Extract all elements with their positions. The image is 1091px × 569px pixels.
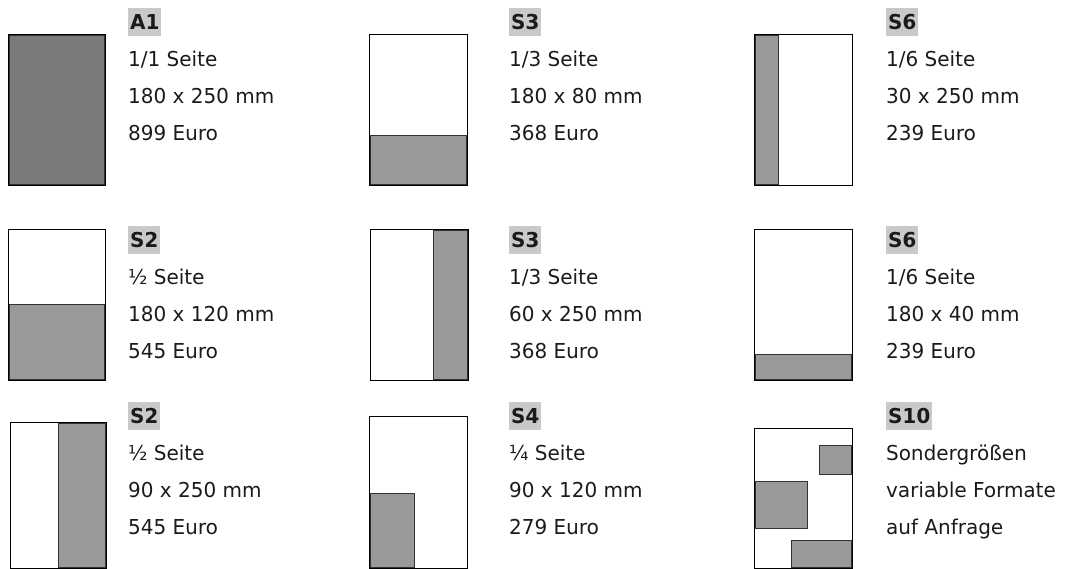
format-price: 279 Euro	[509, 515, 599, 539]
format-code: S6	[886, 226, 919, 254]
format-code: S3	[509, 8, 542, 36]
format-dimensions: 180 x 250 mm	[128, 84, 275, 108]
format-dimensions: 90 x 120 mm	[509, 478, 643, 502]
format-thumbnail-s6-vertical	[754, 34, 853, 186]
format-size: 1/1 Seite	[128, 47, 218, 71]
format-info-s10: S10 Sondergrößen variable Formate auf An…	[886, 398, 1056, 546]
format-price: 368 Euro	[509, 121, 599, 145]
ad-area	[370, 135, 467, 185]
format-price: auf Anfrage	[886, 515, 1004, 539]
format-dimensions: 30 x 250 mm	[886, 84, 1020, 108]
format-code: S10	[886, 402, 933, 430]
format-thumbnail-s2-horizontal	[8, 229, 106, 381]
format-dimensions: variable Formate	[886, 478, 1056, 502]
format-size: 1/3 Seite	[509, 47, 599, 71]
format-code: A1	[128, 8, 162, 36]
format-code: S4	[509, 402, 542, 430]
format-size: ¼ Seite	[509, 441, 586, 465]
format-thumbnail-s10	[754, 428, 853, 569]
format-dimensions: 180 x 40 mm	[886, 302, 1020, 326]
format-code: S3	[509, 226, 542, 254]
format-dimensions: 60 x 250 mm	[509, 302, 643, 326]
ad-area	[370, 493, 415, 568]
format-thumbnail-s6-horizontal	[754, 229, 853, 381]
format-info-s2-vertical: S2 ½ Seite 90 x 250 mm 545 Euro	[128, 398, 262, 546]
format-info-s3-vertical: S3 1/3 Seite 60 x 250 mm 368 Euro	[509, 222, 643, 370]
ad-area	[755, 35, 779, 185]
ad-area	[791, 540, 852, 568]
ad-area	[9, 35, 105, 185]
ad-area	[819, 445, 852, 475]
format-price: 368 Euro	[509, 339, 599, 363]
format-size: ½ Seite	[128, 441, 205, 465]
format-info-a1: A1 1/1 Seite 180 x 250 mm 899 Euro	[128, 4, 274, 152]
format-size: ½ Seite	[128, 265, 205, 289]
format-code: S2	[128, 402, 161, 430]
format-info-s3-horizontal: S3 1/3 Seite 180 x 80 mm 368 Euro	[509, 4, 643, 152]
format-dimensions: 180 x 80 mm	[509, 84, 643, 108]
format-code: S6	[886, 8, 919, 36]
ad-area	[58, 423, 106, 568]
ad-area	[433, 230, 468, 380]
format-price: 545 Euro	[128, 339, 218, 363]
format-price: 899 Euro	[128, 121, 218, 145]
format-dimensions: 90 x 250 mm	[128, 478, 262, 502]
format-info-s4: S4 ¼ Seite 90 x 120 mm 279 Euro	[509, 398, 643, 546]
format-code: S2	[128, 226, 161, 254]
format-size: 1/6 Seite	[886, 265, 976, 289]
format-thumbnail-s3-vertical	[370, 229, 469, 381]
format-thumbnail-s2-vertical	[10, 422, 107, 569]
format-thumbnail-s3-horizontal	[369, 34, 468, 186]
format-info-s6-horizontal: S6 1/6 Seite 180 x 40 mm 239 Euro	[886, 222, 1020, 370]
format-dimensions: 180 x 120 mm	[128, 302, 275, 326]
ad-area	[755, 354, 852, 380]
format-size: 1/3 Seite	[509, 265, 599, 289]
format-price: 239 Euro	[886, 121, 976, 145]
ad-area	[755, 481, 808, 529]
format-size: 1/6 Seite	[886, 47, 976, 71]
format-info-s2-horizontal: S2 ½ Seite 180 x 120 mm 545 Euro	[128, 222, 274, 370]
format-size: Sondergrößen	[886, 441, 1027, 465]
ad-area	[9, 304, 105, 380]
format-info-s6-vertical: S6 1/6 Seite 30 x 250 mm 239 Euro	[886, 4, 1020, 152]
format-price: 545 Euro	[128, 515, 218, 539]
format-thumbnail-a1	[8, 34, 106, 186]
format-price: 239 Euro	[886, 339, 976, 363]
format-thumbnail-s4	[369, 416, 468, 569]
